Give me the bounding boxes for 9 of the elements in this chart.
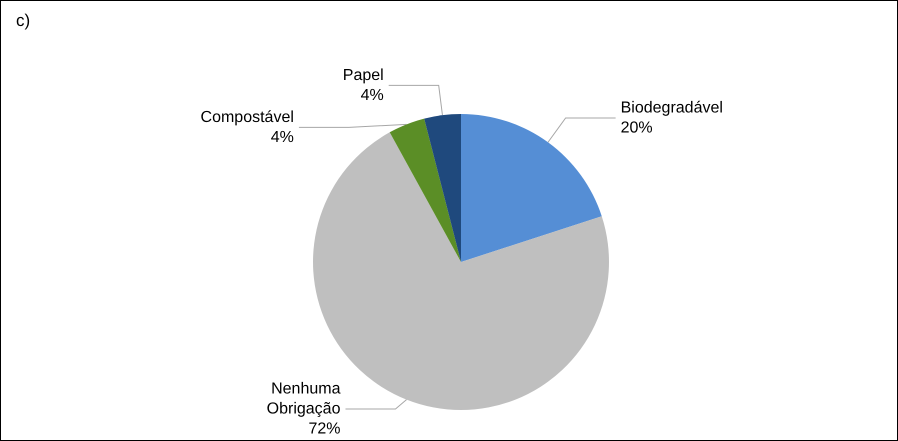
data-label: 4% bbox=[270, 128, 294, 146]
slice-label: Papel bbox=[342, 66, 384, 84]
text: c) bbox=[16, 11, 30, 30]
data-label: 72% bbox=[308, 420, 340, 438]
data-label: 20% bbox=[620, 119, 653, 136]
slice-label: Compostável bbox=[200, 108, 294, 126]
data-label: 4% bbox=[360, 86, 384, 104]
slice-label: Nenhuma Obrigação bbox=[266, 380, 341, 418]
slice-label: Biodegradável bbox=[620, 99, 723, 116]
